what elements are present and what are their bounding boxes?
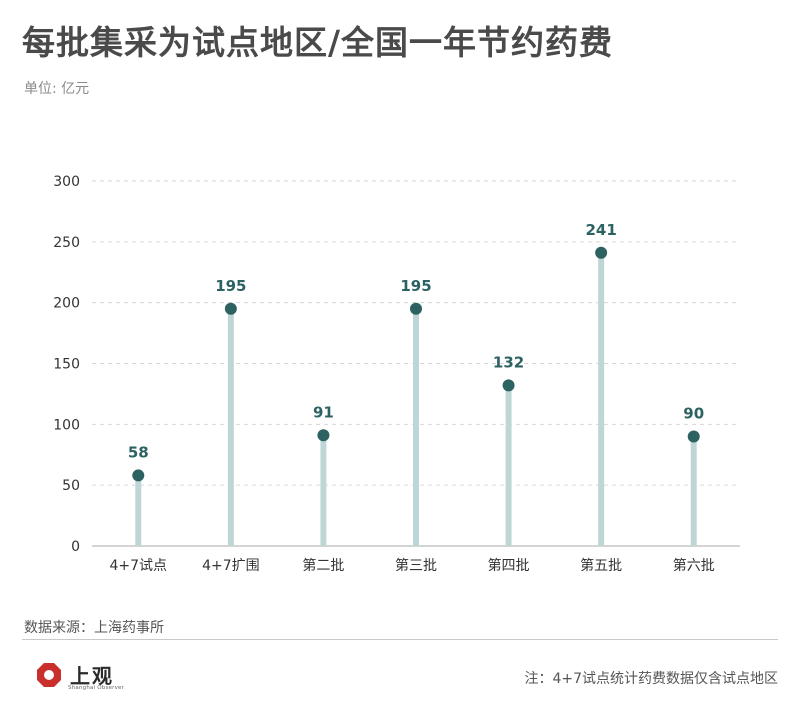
data-source: 数据来源：上海药事所 [24, 620, 164, 636]
x-tick-label: 第三批 [395, 557, 437, 574]
data-label: 195 [400, 277, 431, 295]
brand-subtitle: Shanghai Observer [68, 685, 125, 691]
data-label: 132 [493, 353, 524, 371]
y-tick-label: 150 [53, 357, 80, 373]
y-tick-label: 300 [53, 174, 80, 190]
data-label: 90 [683, 405, 704, 423]
shanghai-observer-logo-icon [37, 663, 61, 687]
data-label: 91 [313, 403, 334, 421]
y-tick-label: 250 [53, 235, 80, 251]
data-point [132, 469, 145, 482]
lollipop-chart: 0 50 100 150 200 250 300 58 4+7试点 195 4+7扩围 91 第二批 19… [53, 174, 740, 574]
footer-divider [22, 639, 778, 640]
y-tick-label: 100 [53, 417, 80, 433]
x-tick-label: 第六批 [673, 557, 715, 574]
data-point [410, 302, 422, 315]
data-point [687, 430, 700, 443]
x-tick-label: 4+7试点 [110, 558, 168, 574]
data-label: 241 [585, 221, 616, 239]
data-point [317, 429, 330, 442]
x-tick-label: 第五批 [580, 557, 622, 574]
chart-title: 每批集采为试点地区/全国一年节约药费 [22, 23, 614, 62]
unit-label: 单位: 亿元 [24, 81, 90, 97]
data-point [595, 246, 608, 259]
y-tick-label: 200 [53, 296, 80, 312]
data-label: 58 [128, 443, 149, 461]
footnote: 注：4+7试点统计药费数据仅含试点地区 [524, 671, 778, 687]
data-point [224, 302, 237, 315]
x-tick-label: 4+7扩围 [202, 558, 260, 574]
y-tick-label: 0 [71, 539, 80, 555]
x-tick-label: 第四批 [488, 557, 530, 574]
brand-name: 上观 [70, 664, 114, 688]
y-tick-label: 50 [62, 478, 80, 494]
data-label: 195 [215, 277, 246, 295]
data-point [502, 379, 515, 392]
x-tick-label: 第二批 [302, 557, 344, 574]
